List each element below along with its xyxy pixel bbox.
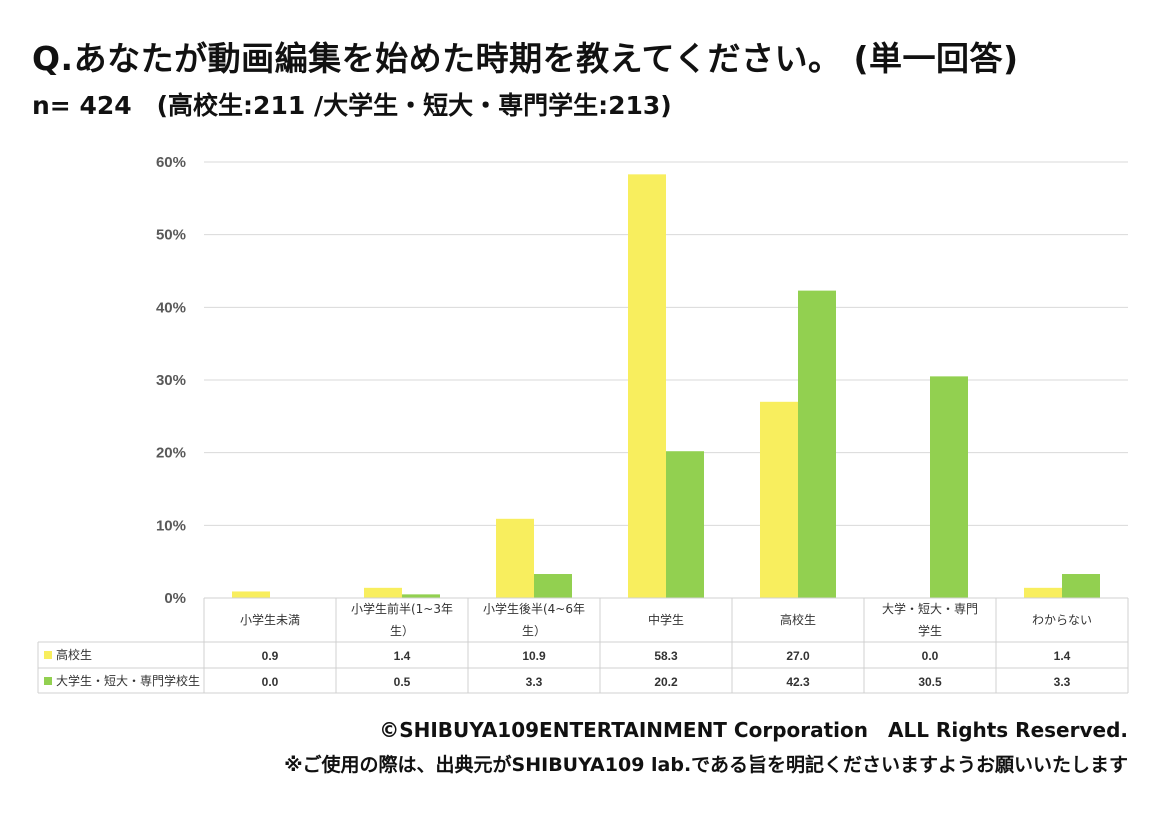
data-label: 0.0 [262, 675, 279, 689]
bar [930, 376, 968, 598]
bar [1024, 587, 1062, 598]
data-label: 0.9 [262, 649, 279, 663]
data-label: 0.0 [922, 649, 939, 663]
x-tick-label: 学生 [918, 623, 942, 638]
bar [232, 591, 270, 598]
y-tick-label: 10% [156, 517, 186, 534]
data-label: 3.3 [526, 675, 543, 689]
chart-title: Q.あなたが動画編集を始めた時期を教えてください。 (単一回答) [32, 39, 1019, 78]
data-label: 10.9 [522, 649, 546, 663]
x-tick-label: 生） [522, 624, 546, 638]
y-tick-label: 50% [156, 227, 186, 244]
legend-swatch [44, 677, 52, 685]
bar [534, 574, 572, 598]
data-label: 30.5 [918, 675, 942, 689]
bar [496, 518, 534, 598]
x-tick-label: 高校生 [780, 612, 816, 627]
usage-note: ※ご使用の際は、出典元がSHIBUYA109 lab.である旨を明記くださいます… [284, 754, 1128, 776]
bar [1062, 574, 1100, 598]
bar [402, 594, 440, 598]
data-label: 20.2 [654, 675, 678, 689]
legend-label: 大学生・短大・専門学校生 [56, 673, 200, 688]
data-label: 58.3 [654, 649, 678, 663]
x-tick-label: わからない [1032, 613, 1092, 627]
y-tick-label: 20% [156, 445, 186, 462]
y-tick-label: 30% [156, 372, 186, 389]
bar [364, 587, 402, 598]
x-tick-label: 生） [390, 624, 414, 638]
y-tick-label: 0% [164, 590, 186, 607]
data-label: 3.3 [1054, 675, 1071, 689]
x-tick-label: 小学生前半(1~3年 [351, 601, 453, 616]
bar [666, 451, 704, 598]
sample-size: n= 424 (高校生:211 /大学生・短大・専門学生:213) [32, 91, 672, 120]
data-label: 42.3 [786, 675, 810, 689]
x-tick-label: 小学生後半(4~6年 [483, 601, 585, 616]
bar [760, 401, 798, 598]
data-label: 0.5 [394, 675, 411, 689]
bar [628, 174, 666, 598]
x-tick-label: 中学生 [648, 612, 684, 627]
legend-swatch [44, 651, 52, 659]
x-tick-label: 大学・短大・専門 [882, 601, 978, 616]
y-tick-label: 60% [156, 154, 186, 171]
data-label: 1.4 [1054, 649, 1071, 663]
bar [798, 290, 836, 598]
legend-label: 高校生 [56, 647, 92, 662]
x-tick-label: 小学生未満 [240, 612, 300, 627]
copyright-notice: ©SHIBUYA109ENTERTAINMENT Corporation ALL… [379, 718, 1128, 742]
data-label: 1.4 [394, 649, 411, 663]
y-tick-label: 40% [156, 299, 186, 316]
data-label: 27.0 [786, 649, 810, 663]
